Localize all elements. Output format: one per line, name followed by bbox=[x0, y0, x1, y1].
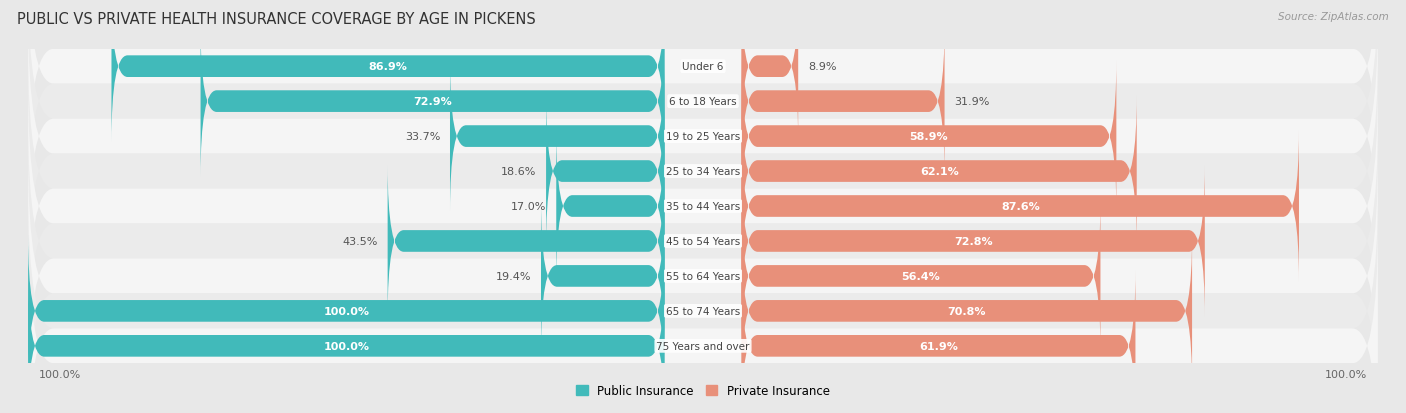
Text: 56.4%: 56.4% bbox=[901, 271, 941, 281]
Text: 75 Years and over: 75 Years and over bbox=[657, 341, 749, 351]
FancyBboxPatch shape bbox=[741, 0, 799, 143]
Text: 58.9%: 58.9% bbox=[910, 132, 948, 142]
FancyBboxPatch shape bbox=[741, 26, 945, 178]
FancyBboxPatch shape bbox=[28, 50, 1378, 294]
FancyBboxPatch shape bbox=[28, 0, 1378, 224]
FancyBboxPatch shape bbox=[28, 224, 1378, 413]
Text: Under 6: Under 6 bbox=[682, 62, 724, 72]
Text: 72.8%: 72.8% bbox=[953, 236, 993, 247]
Text: 72.9%: 72.9% bbox=[413, 97, 451, 107]
Text: Source: ZipAtlas.com: Source: ZipAtlas.com bbox=[1278, 12, 1389, 22]
Text: 65 to 74 Years: 65 to 74 Years bbox=[666, 306, 740, 316]
FancyBboxPatch shape bbox=[28, 154, 1378, 398]
Text: PUBLIC VS PRIVATE HEALTH INSURANCE COVERAGE BY AGE IN PICKENS: PUBLIC VS PRIVATE HEALTH INSURANCE COVER… bbox=[17, 12, 536, 27]
FancyBboxPatch shape bbox=[28, 270, 665, 413]
Text: 8.9%: 8.9% bbox=[808, 62, 837, 72]
FancyBboxPatch shape bbox=[557, 130, 665, 283]
FancyBboxPatch shape bbox=[741, 270, 1136, 413]
Text: 18.6%: 18.6% bbox=[501, 166, 537, 177]
Text: 33.7%: 33.7% bbox=[405, 132, 440, 142]
FancyBboxPatch shape bbox=[741, 235, 1192, 387]
Text: 19 to 25 Years: 19 to 25 Years bbox=[666, 132, 740, 142]
FancyBboxPatch shape bbox=[28, 189, 1378, 413]
Text: 62.1%: 62.1% bbox=[920, 166, 959, 177]
Text: 43.5%: 43.5% bbox=[343, 236, 378, 247]
Text: 19.4%: 19.4% bbox=[496, 271, 531, 281]
FancyBboxPatch shape bbox=[450, 60, 665, 213]
Text: 55 to 64 Years: 55 to 64 Years bbox=[666, 271, 740, 281]
FancyBboxPatch shape bbox=[741, 165, 1205, 318]
FancyBboxPatch shape bbox=[28, 15, 1378, 259]
Text: 100.0%: 100.0% bbox=[323, 341, 370, 351]
FancyBboxPatch shape bbox=[741, 60, 1116, 213]
Text: 61.9%: 61.9% bbox=[920, 341, 957, 351]
Text: 100.0%: 100.0% bbox=[323, 306, 370, 316]
FancyBboxPatch shape bbox=[28, 0, 1378, 189]
FancyBboxPatch shape bbox=[28, 84, 1378, 329]
Text: 6 to 18 Years: 6 to 18 Years bbox=[669, 97, 737, 107]
Text: 45 to 54 Years: 45 to 54 Years bbox=[666, 236, 740, 247]
Text: 87.6%: 87.6% bbox=[1001, 202, 1039, 211]
Text: 70.8%: 70.8% bbox=[948, 306, 986, 316]
Text: 17.0%: 17.0% bbox=[512, 202, 547, 211]
FancyBboxPatch shape bbox=[741, 200, 1101, 353]
Text: 25 to 34 Years: 25 to 34 Years bbox=[666, 166, 740, 177]
Legend: Public Insurance, Private Insurance: Public Insurance, Private Insurance bbox=[571, 379, 835, 401]
FancyBboxPatch shape bbox=[741, 95, 1136, 248]
FancyBboxPatch shape bbox=[541, 200, 665, 353]
FancyBboxPatch shape bbox=[741, 130, 1299, 283]
FancyBboxPatch shape bbox=[28, 119, 1378, 363]
FancyBboxPatch shape bbox=[388, 165, 665, 318]
FancyBboxPatch shape bbox=[28, 235, 665, 387]
FancyBboxPatch shape bbox=[546, 95, 665, 248]
Text: 31.9%: 31.9% bbox=[955, 97, 990, 107]
Text: 35 to 44 Years: 35 to 44 Years bbox=[666, 202, 740, 211]
FancyBboxPatch shape bbox=[201, 26, 665, 178]
FancyBboxPatch shape bbox=[111, 0, 665, 143]
Text: 86.9%: 86.9% bbox=[368, 62, 408, 72]
